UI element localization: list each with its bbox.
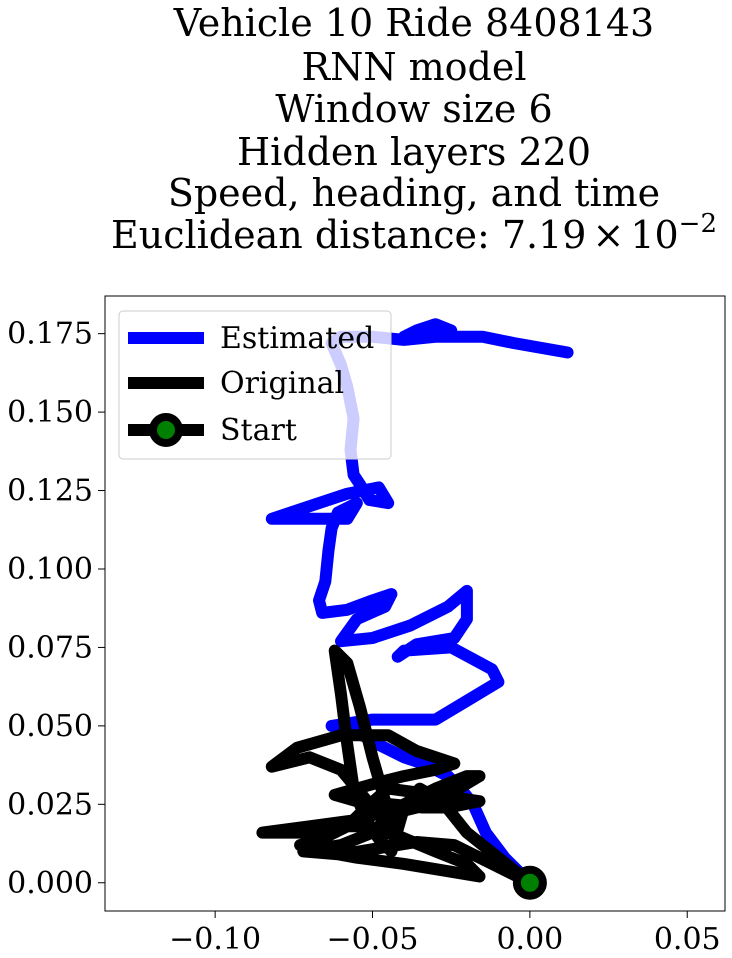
title-line-1: Vehicle 10 Ride 8408143 [173, 1, 654, 45]
y-tick-label: 0.000 [7, 866, 93, 901]
legend-box [118, 310, 392, 460]
y-axis: 0.000 0.025 0.050 0.075 0.100 0.125 0.150 0.175 [7, 317, 105, 901]
x-tick-label: 0.05 [654, 922, 721, 957]
series-start-marker [512, 865, 547, 900]
x-axis: −0.10 −0.05 0.00 0.05 [169, 911, 721, 957]
title-distance-prefix: Euclidean distance: 7.19 [111, 213, 586, 257]
y-tick-label: 0.175 [7, 317, 93, 352]
y-tick-label: 0.125 [7, 474, 93, 509]
legend-marker-start [149, 413, 183, 447]
x-tick-label: −0.05 [327, 922, 419, 957]
legend-label-original: Original [220, 366, 344, 401]
legend-label-start: Start [220, 413, 297, 448]
plot-frame [104, 295, 726, 912]
x-tick-label: 0.00 [496, 922, 563, 957]
title-distance-times: × [592, 213, 624, 257]
title-line-4: Hidden layers 220 [237, 130, 591, 174]
x-tick-label: −0.10 [169, 922, 261, 957]
y-tick-label: 0.075 [7, 630, 93, 665]
y-tick-label: 0.100 [7, 552, 93, 587]
chart-title: Vehicle 10 Ride 8408143 RNN model Window… [111, 1, 717, 257]
y-tick-label: 0.025 [7, 787, 93, 822]
title-distance-exponent: −2 [679, 209, 717, 239]
title-line-6: Euclidean distance: 7.19 × 10−2 [111, 209, 717, 257]
legend-label-estimated: Estimated [220, 321, 374, 356]
title-line-2: RNN model [301, 45, 526, 89]
title-line-3: Window size 6 [275, 87, 552, 131]
y-tick-label: 0.050 [7, 709, 93, 744]
series-original-line [256, 644, 536, 889]
y-tick-label: 0.150 [7, 395, 93, 430]
title-distance-base: 10 [630, 213, 678, 257]
legend: Estimated Original Start [118, 310, 392, 460]
title-line-5: Speed, heading, and time [168, 171, 660, 215]
